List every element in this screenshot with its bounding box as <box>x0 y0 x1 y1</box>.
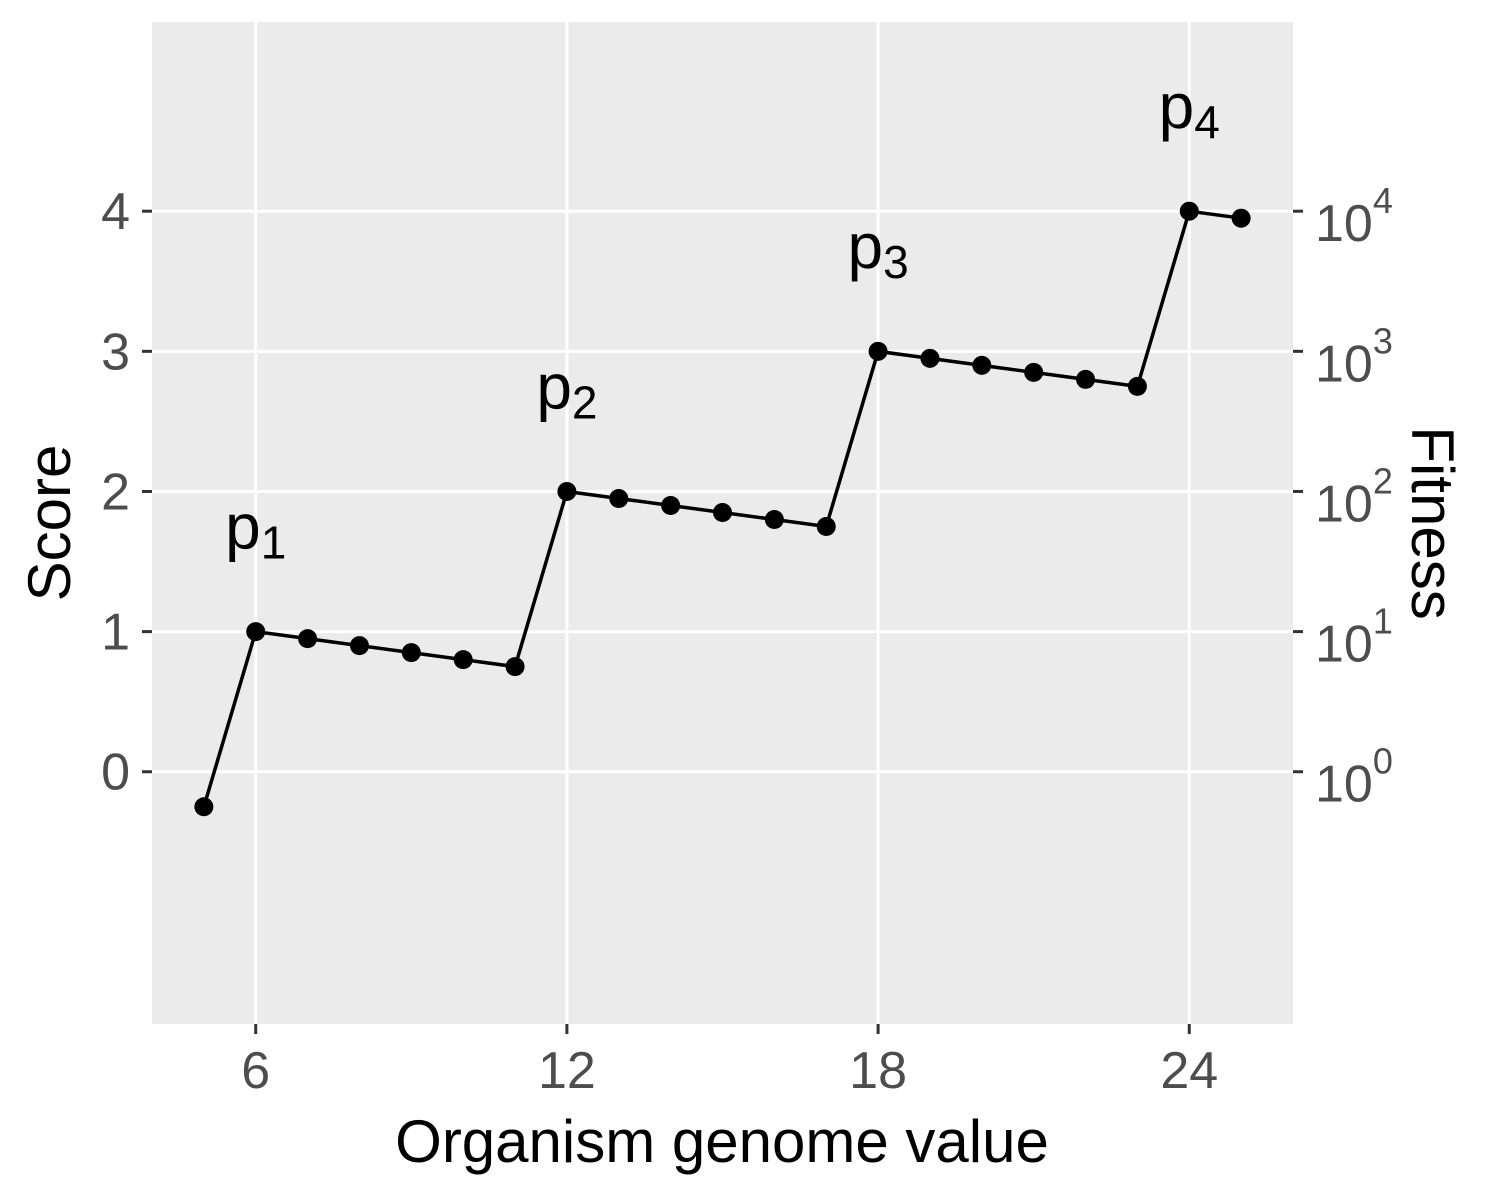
data-point <box>609 488 629 508</box>
data-point <box>505 657 525 677</box>
annotation-label: p2 <box>536 350 597 428</box>
x-axis-title: Organism genome value <box>395 1108 1049 1175</box>
data-point <box>1076 369 1096 389</box>
annotations: p1 p2 p3 p4 <box>225 70 1220 568</box>
data-point <box>349 636 369 656</box>
data-point <box>661 495 681 515</box>
data-series <box>194 201 1251 817</box>
data-point <box>1179 201 1199 221</box>
plot-panel <box>152 22 1293 1024</box>
data-point <box>1231 208 1251 228</box>
data-point <box>868 341 888 361</box>
grid-lines <box>152 22 1293 1024</box>
data-point <box>401 643 421 663</box>
x-tick-label: 6 <box>241 1042 270 1100</box>
y2-tick-label: 102 <box>1315 460 1393 533</box>
data-point <box>194 797 214 817</box>
y2-tick-label: 104 <box>1315 180 1393 253</box>
data-point <box>298 629 318 649</box>
y-tick-label: 4 <box>101 183 130 241</box>
data-point <box>453 650 473 670</box>
data-point <box>246 622 266 642</box>
y2-tick-label: 100 <box>1315 741 1393 814</box>
x-tick-label: 12 <box>538 1042 596 1100</box>
annotation-label: p3 <box>847 210 908 288</box>
y2-axis-title: Fitness <box>1399 426 1466 619</box>
y-tick-label: 0 <box>101 744 130 802</box>
data-point <box>972 355 992 375</box>
data-point <box>920 348 940 368</box>
y-tick-label: 2 <box>101 463 130 521</box>
data-point <box>557 481 577 501</box>
data-point <box>1024 362 1044 382</box>
y-tick-label: 3 <box>101 323 130 381</box>
y-axis-title: Score <box>16 445 83 602</box>
annotation-label: p4 <box>1159 70 1220 148</box>
data-point <box>816 517 836 537</box>
y-tick-label: 1 <box>101 604 130 662</box>
y2-tick-label: 103 <box>1315 320 1393 393</box>
data-point <box>764 509 784 529</box>
y2-tick-label: 101 <box>1315 601 1393 674</box>
annotation-label: p1 <box>225 491 286 569</box>
x-tick-label: 18 <box>849 1042 907 1100</box>
x-tick-label: 24 <box>1160 1042 1218 1100</box>
data-point <box>713 502 732 522</box>
data-point <box>1127 376 1147 396</box>
